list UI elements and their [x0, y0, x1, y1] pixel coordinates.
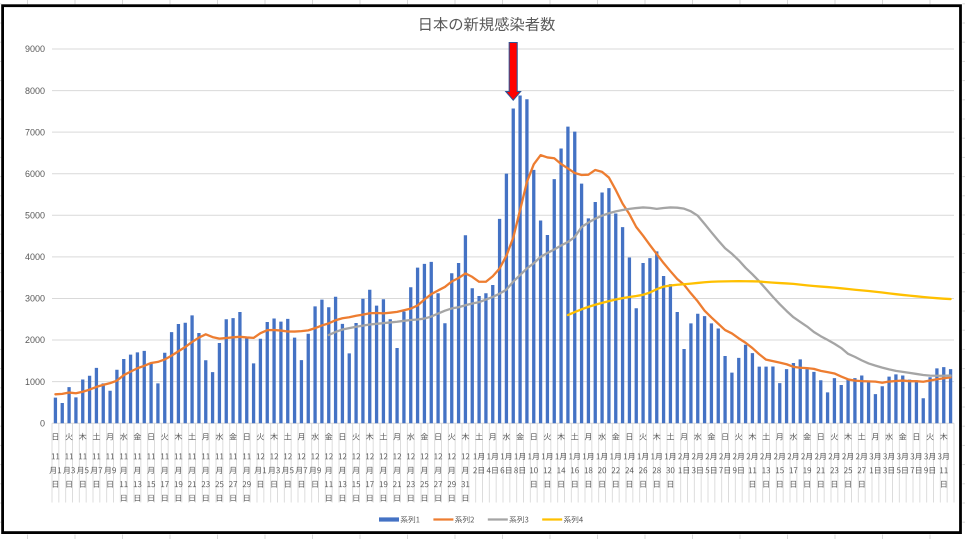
svg-text:4000: 4000: [25, 252, 45, 262]
svg-text:0: 0: [40, 418, 45, 428]
svg-text:3000: 3000: [25, 294, 45, 304]
svg-text:5000: 5000: [25, 211, 45, 221]
svg-text:2000: 2000: [25, 335, 45, 345]
svg-text:7000: 7000: [25, 127, 45, 137]
svg-text:9000: 9000: [25, 44, 45, 54]
svg-text:1000: 1000: [25, 377, 45, 387]
svg-text:8000: 8000: [25, 86, 45, 96]
svg-text:6000: 6000: [25, 169, 45, 179]
